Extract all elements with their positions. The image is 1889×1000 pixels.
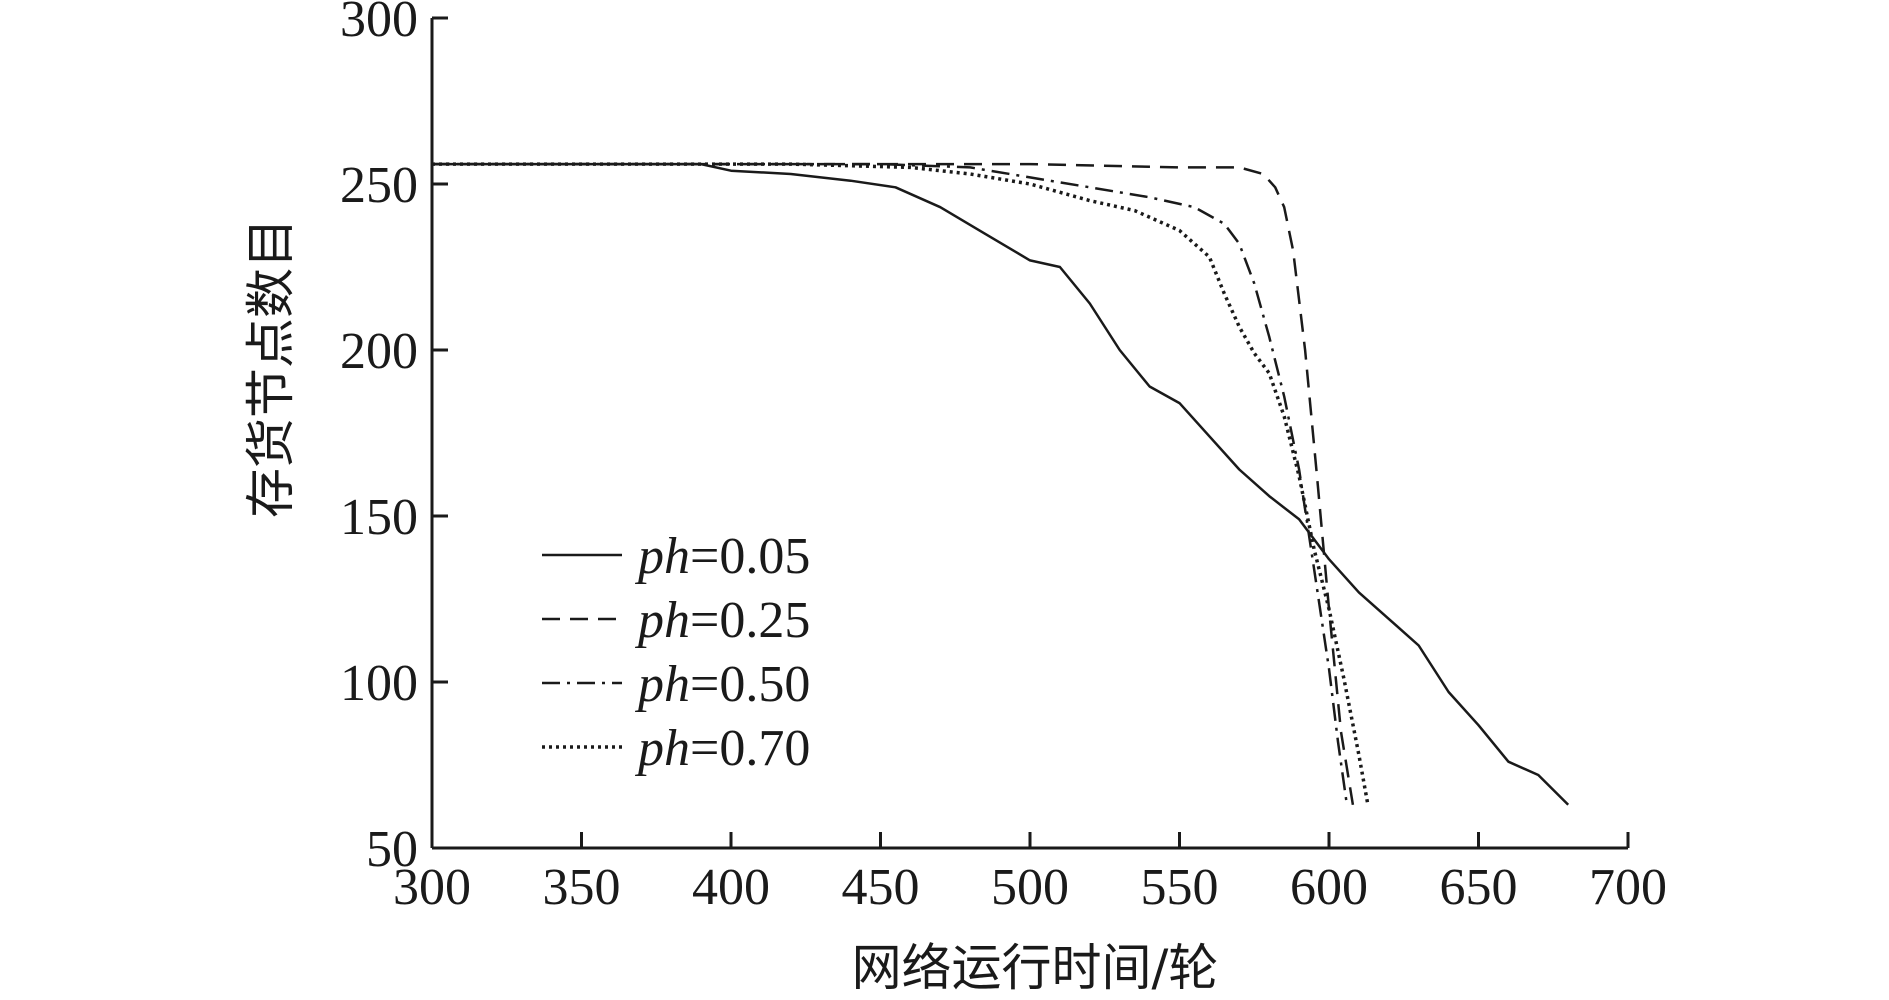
y-tick-label: 200 — [340, 323, 418, 380]
x-tick-label: 500 — [991, 859, 1069, 916]
y-tick-label: 50 — [366, 821, 418, 878]
x-axis-title: 网络运行时间/轮 — [852, 939, 1219, 997]
legend-var: ph — [634, 720, 690, 777]
plot-lines — [432, 162, 1570, 806]
x-tick-label: 400 — [692, 859, 770, 916]
legend-var: ph — [634, 656, 690, 713]
y-tick-label: 100 — [340, 655, 418, 712]
series-line-1 — [432, 162, 1355, 806]
x-tick-label: 650 — [1440, 859, 1518, 916]
legend-var: ph — [634, 528, 690, 585]
x-tick-label: 300 — [393, 859, 471, 916]
ticks: 300 350 400 450 500 550 600 650 700 50 100 150 200 25… — [340, 0, 1667, 916]
legend-value: =0.70 — [690, 720, 810, 777]
legend-var: ph — [634, 592, 690, 649]
x-tick-label: 600 — [1290, 859, 1368, 916]
series-line-2 — [432, 162, 1349, 805]
legend-label-3: ph=0.70 — [634, 720, 810, 777]
y-tick-label: 150 — [340, 489, 418, 546]
axes — [430, 18, 1628, 850]
legend-value: =0.50 — [690, 656, 810, 713]
y-tick-label: 300 — [340, 0, 418, 48]
legend-label-2: ph=0.50 — [634, 656, 810, 713]
x-tick-label: 550 — [1141, 859, 1219, 916]
legend-label-1: ph=0.25 — [634, 592, 810, 649]
series-line-0 — [432, 162, 1570, 806]
legend-value: =0.25 — [690, 592, 810, 649]
x-tick-label: 700 — [1589, 859, 1667, 916]
legend-value: =0.05 — [690, 528, 810, 585]
x-tick-label: 450 — [842, 859, 920, 916]
series-line-3 — [432, 162, 1370, 806]
y-tick-label: 250 — [340, 157, 418, 214]
legend-label-0: ph=0.05 — [634, 528, 810, 585]
x-tick-label: 350 — [543, 859, 621, 916]
y-axis-title: 存货节点数目 — [242, 218, 300, 518]
